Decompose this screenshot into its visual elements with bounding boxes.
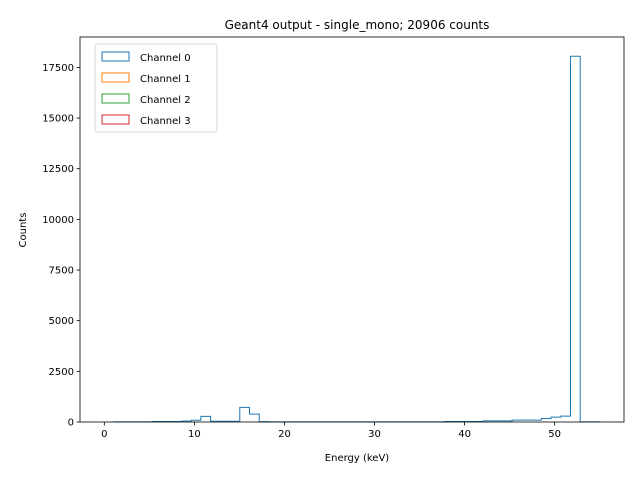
y-tick-label-7500: 7500 [49, 266, 74, 277]
legend-swatch-0 [101, 51, 130, 62]
y-tick-label-5000: 5000 [49, 316, 74, 327]
x-tick-label-0: 0 [101, 429, 107, 440]
axes-frame [79, 36, 625, 423]
x-tick-label-40: 40 [458, 429, 471, 440]
axes: 0 10 20 30 40 50 0 2500 5000 7500 10000 12500 15000 1… [42, 36, 625, 440]
y-axis-label: Counts [18, 213, 29, 248]
legend-swatch-2 [101, 93, 130, 104]
x-tick-label-20: 20 [278, 429, 291, 440]
legend-label-0: Channel 0 [140, 53, 191, 64]
y-tick-label-17500: 17500 [42, 63, 74, 74]
x-tick-label-30: 30 [368, 429, 381, 440]
legend-swatch-3 [101, 114, 130, 125]
x-tick-label-50: 50 [548, 429, 561, 440]
legend-label-2: Channel 2 [140, 95, 191, 106]
legend-label-1: Channel 1 [140, 74, 191, 85]
chart-title: Geant4 output - single_mono; 20906 count… [225, 18, 490, 32]
x-tick-label-10: 10 [188, 429, 201, 440]
legend-label-3: Channel 3 [140, 116, 191, 127]
y-tick-label-15000: 15000 [42, 114, 74, 125]
y-tick-label-2500: 2500 [49, 367, 74, 378]
y-tick-label-10000: 10000 [42, 215, 74, 226]
legend-swatch-1 [101, 72, 130, 83]
legend-box [94, 43, 218, 133]
y-tick-label-12500: 12500 [42, 164, 74, 175]
legend: Channel 0 Channel 1 Channel 2 Channel 3 [94, 43, 218, 133]
y-tick-label-0: 0 [68, 418, 74, 429]
x-axis-label: Energy (keV) [325, 453, 390, 464]
